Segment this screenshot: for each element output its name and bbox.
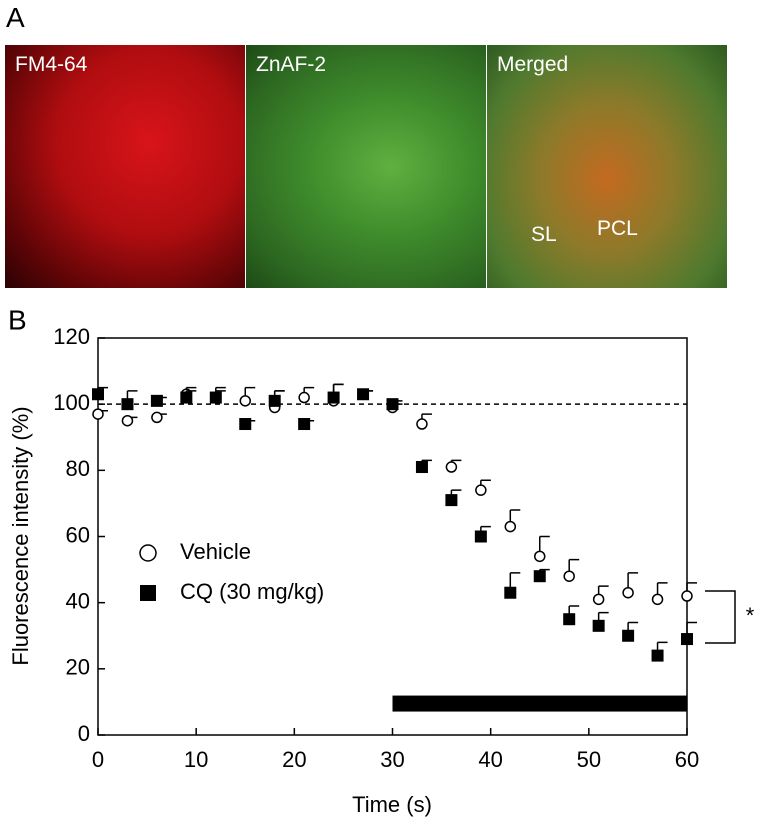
data-point xyxy=(386,398,399,411)
data-point xyxy=(416,418,428,430)
data-point xyxy=(592,593,605,606)
x-tick-label: 40 xyxy=(478,747,502,772)
y-tick-label: 80 xyxy=(66,456,90,481)
data-point xyxy=(151,411,163,424)
data-point xyxy=(357,388,370,401)
data-point xyxy=(92,388,104,401)
y-tick-label: 0 xyxy=(78,721,90,746)
y-tick-label: 100 xyxy=(53,390,90,415)
data-point xyxy=(445,494,458,507)
data-point xyxy=(415,461,428,474)
data-point xyxy=(209,391,222,404)
x-axis-label: Time (s) xyxy=(352,792,432,817)
x-tick-label: 50 xyxy=(577,747,601,772)
x-tick-label: 0 xyxy=(92,747,104,772)
data-point xyxy=(533,570,546,583)
y-axis-label: Fluorescence intensity (%) xyxy=(8,406,33,665)
panel-label: B xyxy=(8,304,27,335)
legend-marker xyxy=(140,585,156,601)
data-point xyxy=(563,570,575,582)
data-point xyxy=(121,398,134,411)
data-point xyxy=(681,590,693,602)
image-label: ZnAF-2 xyxy=(256,53,327,76)
data-point xyxy=(474,530,487,543)
y-tick-label: 20 xyxy=(66,655,90,680)
data-point xyxy=(268,394,281,407)
micrograph: ZnAF-2 xyxy=(246,45,486,288)
data-point xyxy=(534,550,546,563)
data-point xyxy=(651,593,664,606)
data-point xyxy=(121,414,134,427)
significance-label: * xyxy=(746,603,755,628)
image-label: FM4-64 xyxy=(15,53,88,76)
data-point xyxy=(504,520,517,533)
data-point xyxy=(445,461,458,473)
data-point xyxy=(475,484,487,496)
legend-marker xyxy=(139,544,157,562)
x-tick-label: 20 xyxy=(282,747,306,772)
x-tick-label: 60 xyxy=(675,747,699,772)
data-point xyxy=(239,418,252,431)
legend-label: Vehicle xyxy=(180,539,251,564)
y-tick-label: 120 xyxy=(53,324,90,349)
micrograph: Merged SL PCL xyxy=(487,45,727,288)
data-point xyxy=(651,649,664,662)
stimulus-bar xyxy=(392,695,687,712)
data-point xyxy=(180,391,193,404)
region-label: SL xyxy=(531,223,557,246)
data-point xyxy=(563,613,576,626)
x-tick-label: 10 xyxy=(184,747,208,772)
data-point xyxy=(150,394,163,407)
data-point xyxy=(592,619,605,632)
data-point xyxy=(92,408,104,420)
y-tick-label: 60 xyxy=(66,522,90,547)
data-point xyxy=(622,586,634,599)
y-tick-label: 40 xyxy=(66,588,90,613)
data-point xyxy=(327,391,340,404)
legend-label: CQ (30 mg/kg) xyxy=(180,579,324,604)
data-point xyxy=(298,391,310,404)
region-label: PCL xyxy=(597,217,638,240)
image-label: Merged xyxy=(497,53,569,76)
data-point xyxy=(239,395,251,407)
significance-bracket xyxy=(705,590,736,644)
data-point xyxy=(504,586,517,599)
micrograph: FM4-64 xyxy=(5,45,245,288)
data-point xyxy=(622,629,635,642)
data-point xyxy=(298,418,311,431)
panel-label: A xyxy=(6,2,25,33)
x-tick-label: 30 xyxy=(380,747,404,772)
data-point xyxy=(681,633,693,646)
